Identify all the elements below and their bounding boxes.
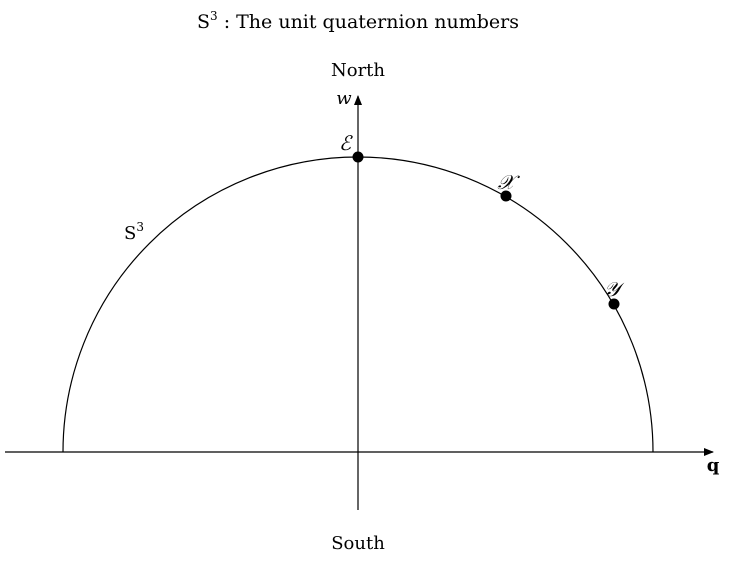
point-E-label: ℰ bbox=[339, 131, 353, 155]
point-Y-label: 𝒴 bbox=[604, 277, 625, 301]
w-axis-label: w bbox=[336, 88, 352, 109]
point-E: ℰ bbox=[339, 131, 364, 163]
q-axis-label: q bbox=[707, 455, 720, 476]
point-X-dot bbox=[500, 190, 512, 202]
north-label: North bbox=[331, 60, 385, 81]
sphere-label: S3 bbox=[124, 220, 144, 244]
point-E-dot bbox=[352, 151, 364, 163]
point-Y: 𝒴 bbox=[604, 277, 625, 310]
point-Y-dot bbox=[608, 298, 620, 310]
diagram-title: S3 : The unit quaternion numbers bbox=[197, 9, 519, 33]
point-X: 𝒳 bbox=[497, 170, 520, 202]
point-X-label: 𝒳 bbox=[497, 170, 520, 194]
south-label: South bbox=[331, 533, 385, 554]
